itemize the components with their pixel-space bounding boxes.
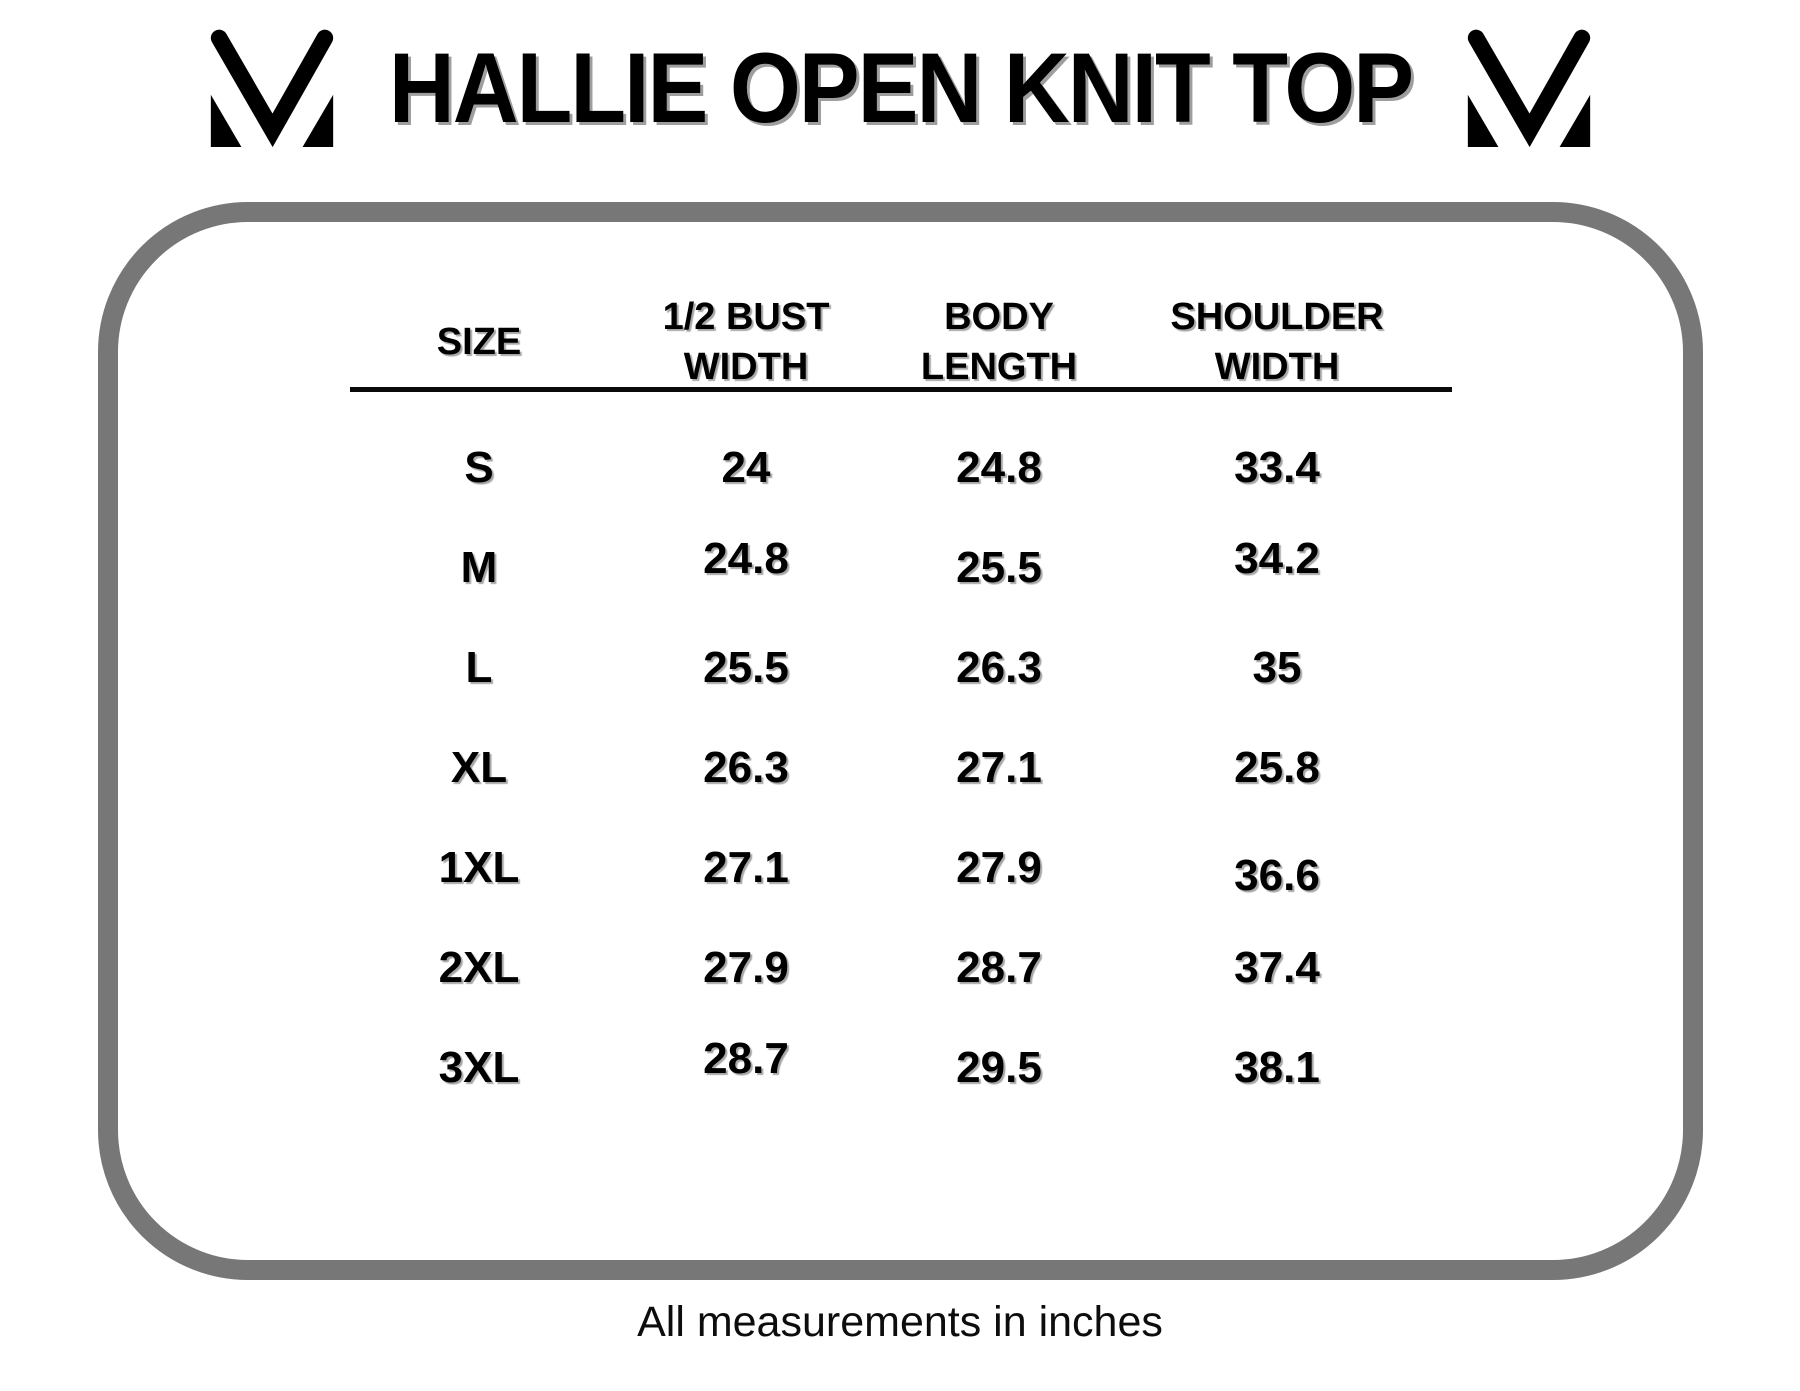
shoulder-width-cell: 37.4 (1234, 943, 1320, 992)
column-header-label: SIZE (436, 321, 522, 363)
header-divider (350, 387, 1452, 392)
column-header-label: 1/2 BUST (662, 296, 830, 338)
shoulder-width-cell: 34.2 (1234, 534, 1320, 583)
shoulder-width-cell: 35 (1252, 643, 1302, 692)
size-cell: 2XL (438, 943, 520, 992)
shoulder-width-cell: 25.8 (1234, 743, 1320, 792)
bust-width-cell: 26.3 (703, 743, 789, 792)
shoulder-width-cell: 36.6 (1234, 851, 1320, 900)
body-length-cell: 26.3 (956, 643, 1042, 692)
column-header-label: SHOULDER (1170, 296, 1384, 338)
size-cell: XL (450, 743, 508, 792)
body-length-cell: 27.9 (956, 843, 1042, 892)
column-header-body-length: BODY LENGTH (864, 292, 1134, 392)
column-header-label: BODY (944, 296, 1054, 338)
measurement-note: All measurements in inches (637, 1298, 1163, 1346)
size-cell: L (465, 643, 493, 692)
column-header-label: LENGTH (920, 346, 1078, 388)
size-cell: M (460, 543, 498, 592)
size-chart-panel (98, 202, 1703, 1280)
shoulder-width-cell: 38.1 (1234, 1043, 1320, 1092)
column-header-label: WIDTH (1214, 346, 1340, 388)
bust-width-cell: 24 (721, 443, 771, 492)
m-logo-left-icon (210, 29, 333, 147)
column-header-shoulder-width: SHOULDER WIDTH (1134, 292, 1420, 392)
table-header-row: SIZE 1/2 BUST WIDTH BODY LENGTH SHOULDER… (330, 292, 1420, 392)
body-length-cell: 29.5 (956, 1043, 1042, 1092)
body-length-cell: 24.8 (956, 443, 1042, 492)
size-cell: 3XL (438, 1043, 520, 1092)
page-title: HALLIE OPEN KNIT TOP (388, 31, 1413, 143)
bust-width-cell: 27.1 (703, 843, 789, 892)
body-length-cell: 27.1 (956, 743, 1042, 792)
size-cell: S (464, 443, 494, 492)
body-length-cell: 25.5 (956, 543, 1042, 592)
bust-width-cell: 24.8 (703, 534, 789, 583)
body-length-cell: 28.7 (956, 943, 1042, 992)
bust-width-cell: 27.9 (703, 943, 789, 992)
header: HALLIE OPEN KNIT TOP (0, 28, 1800, 147)
bust-width-cell: 25.5 (703, 643, 789, 692)
shoulder-width-cell: 33.4 (1234, 443, 1320, 492)
size-cell: 1XL (438, 843, 520, 892)
column-header-bust-width: 1/2 BUST WIDTH (628, 292, 864, 392)
m-logo-right-icon (1467, 29, 1590, 147)
size-table: S 24 24.8 33.4 M 24.8 25.5 34.2 L 25.5 2… (330, 418, 1420, 1118)
bust-width-cell: 28.7 (703, 1034, 789, 1083)
column-header-label: WIDTH (683, 346, 809, 388)
column-header-size: SIZE (330, 292, 628, 392)
